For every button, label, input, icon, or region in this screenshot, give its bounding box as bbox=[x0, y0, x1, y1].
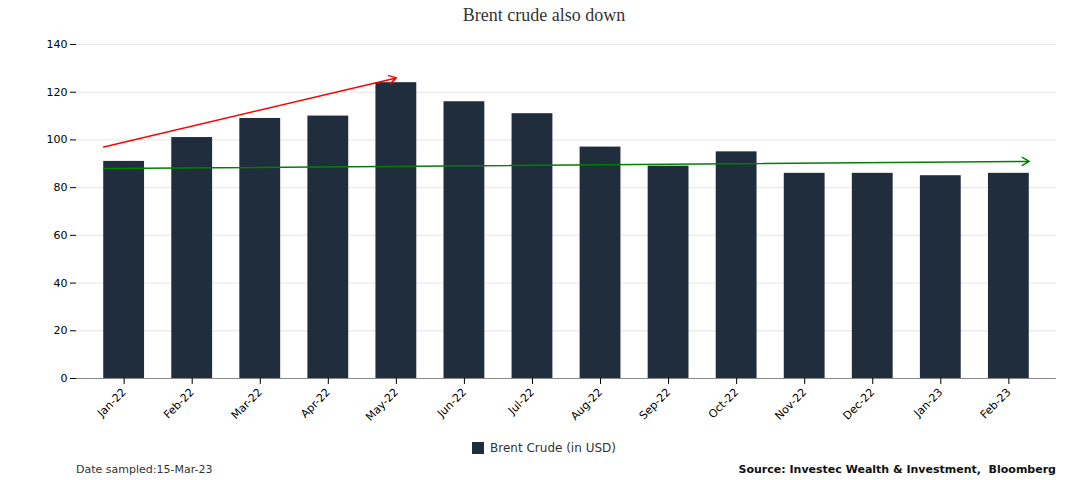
svg-text:Dec-22: Dec-22 bbox=[840, 386, 877, 423]
svg-text:0: 0 bbox=[61, 372, 68, 385]
svg-text:80: 80 bbox=[54, 181, 68, 194]
svg-text:Sep-22: Sep-22 bbox=[637, 386, 674, 423]
svg-text:Nov-22: Nov-22 bbox=[772, 386, 809, 423]
svg-text:Jan-23: Jan-23 bbox=[911, 386, 946, 421]
html-text:Brent Crude (in USD): Brent Crude (in USD) bbox=[490, 441, 616, 455]
svg-text:Apr-22: Apr-22 bbox=[298, 386, 333, 421]
html-text:Source: Investec Wealth & Inve: Source: Investec Wealth & Investment, Bl… bbox=[738, 462, 1056, 476]
svg-text:Jul-22: Jul-22 bbox=[505, 386, 537, 418]
svg-text:Jun-22: Jun-22 bbox=[434, 386, 469, 421]
svg-text:Oct-22: Oct-22 bbox=[706, 386, 741, 421]
svg-text:120: 120 bbox=[47, 86, 68, 99]
svg-text:Aug-22: Aug-22 bbox=[568, 386, 605, 423]
svg-text:40: 40 bbox=[54, 277, 68, 290]
svg-text:20: 20 bbox=[54, 324, 68, 337]
svg-text:60: 60 bbox=[54, 229, 68, 242]
svg-text:Feb-22: Feb-22 bbox=[161, 386, 197, 422]
html-text:Date sampled:15-Mar-23: Date sampled:15-Mar-23 bbox=[76, 462, 213, 476]
svg-text:140: 140 bbox=[47, 38, 68, 51]
svg-text:100: 100 bbox=[47, 133, 68, 146]
svg-text:May-22: May-22 bbox=[363, 386, 401, 424]
svg-text:Mar-22: Mar-22 bbox=[229, 386, 265, 422]
svg-text:Jan-22: Jan-22 bbox=[94, 386, 129, 421]
svg-text:Feb-23: Feb-23 bbox=[978, 386, 1014, 422]
html-text:Brent crude also down: Brent crude also down bbox=[462, 5, 626, 25]
